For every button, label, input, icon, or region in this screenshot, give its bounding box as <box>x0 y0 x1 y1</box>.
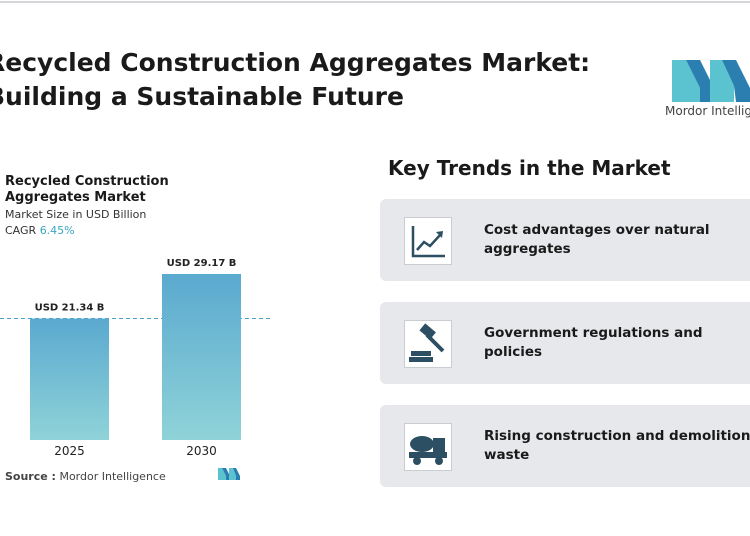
trend-text: Rising construction and demolition waste <box>484 428 750 463</box>
trend-icon <box>404 320 452 368</box>
value-label: USD 29.17 B <box>167 258 237 269</box>
cagr: CAGR 6.45% <box>5 224 75 237</box>
trend-icon <box>404 217 452 265</box>
trend-card: Rising construction and demolition waste <box>380 405 750 487</box>
value-label: USD 21.34 B <box>35 303 105 314</box>
trend-card: Cost advantages over natural aggregates <box>380 199 750 281</box>
source-label: Source : <box>5 470 56 483</box>
trend-card: Government regulations and policies <box>380 302 750 384</box>
trends-title: Key Trends in the Market <box>388 156 671 180</box>
trend-text: Cost advantages over natural aggregates <box>484 222 710 257</box>
bar <box>30 318 109 440</box>
trend-icon <box>404 423 452 471</box>
chart-subtitle: Market Size in USD Billion <box>5 208 147 221</box>
page-title: Recycled Construction Aggregates Market: <box>0 48 591 77</box>
trend-text: Government regulations and policies <box>484 325 703 360</box>
value-label-box <box>35 298 104 314</box>
value-label-box <box>167 254 236 269</box>
source-text: Mordor Intelligence <box>59 470 166 483</box>
source-logo <box>218 468 240 480</box>
chart-title: Recycled Construction Aggregates Market <box>5 174 169 205</box>
bar <box>162 274 241 440</box>
top-rule <box>0 1 750 3</box>
page-title: Building a Sustainable Future <box>0 82 404 111</box>
source: Source : Mordor Intelligence <box>5 470 166 483</box>
cagr-label: CAGR <box>5 224 37 237</box>
logo <box>672 60 750 102</box>
x-tick-label: 2025 <box>54 444 85 458</box>
x-tick-label: 2030 <box>186 444 217 458</box>
chart: USD 21.34 B 2025 USD 29.17 B 2030 <box>0 254 272 458</box>
cagr-value: 6.45% <box>39 224 75 237</box>
logo-text: Mordor Intelligence <box>665 104 750 118</box>
